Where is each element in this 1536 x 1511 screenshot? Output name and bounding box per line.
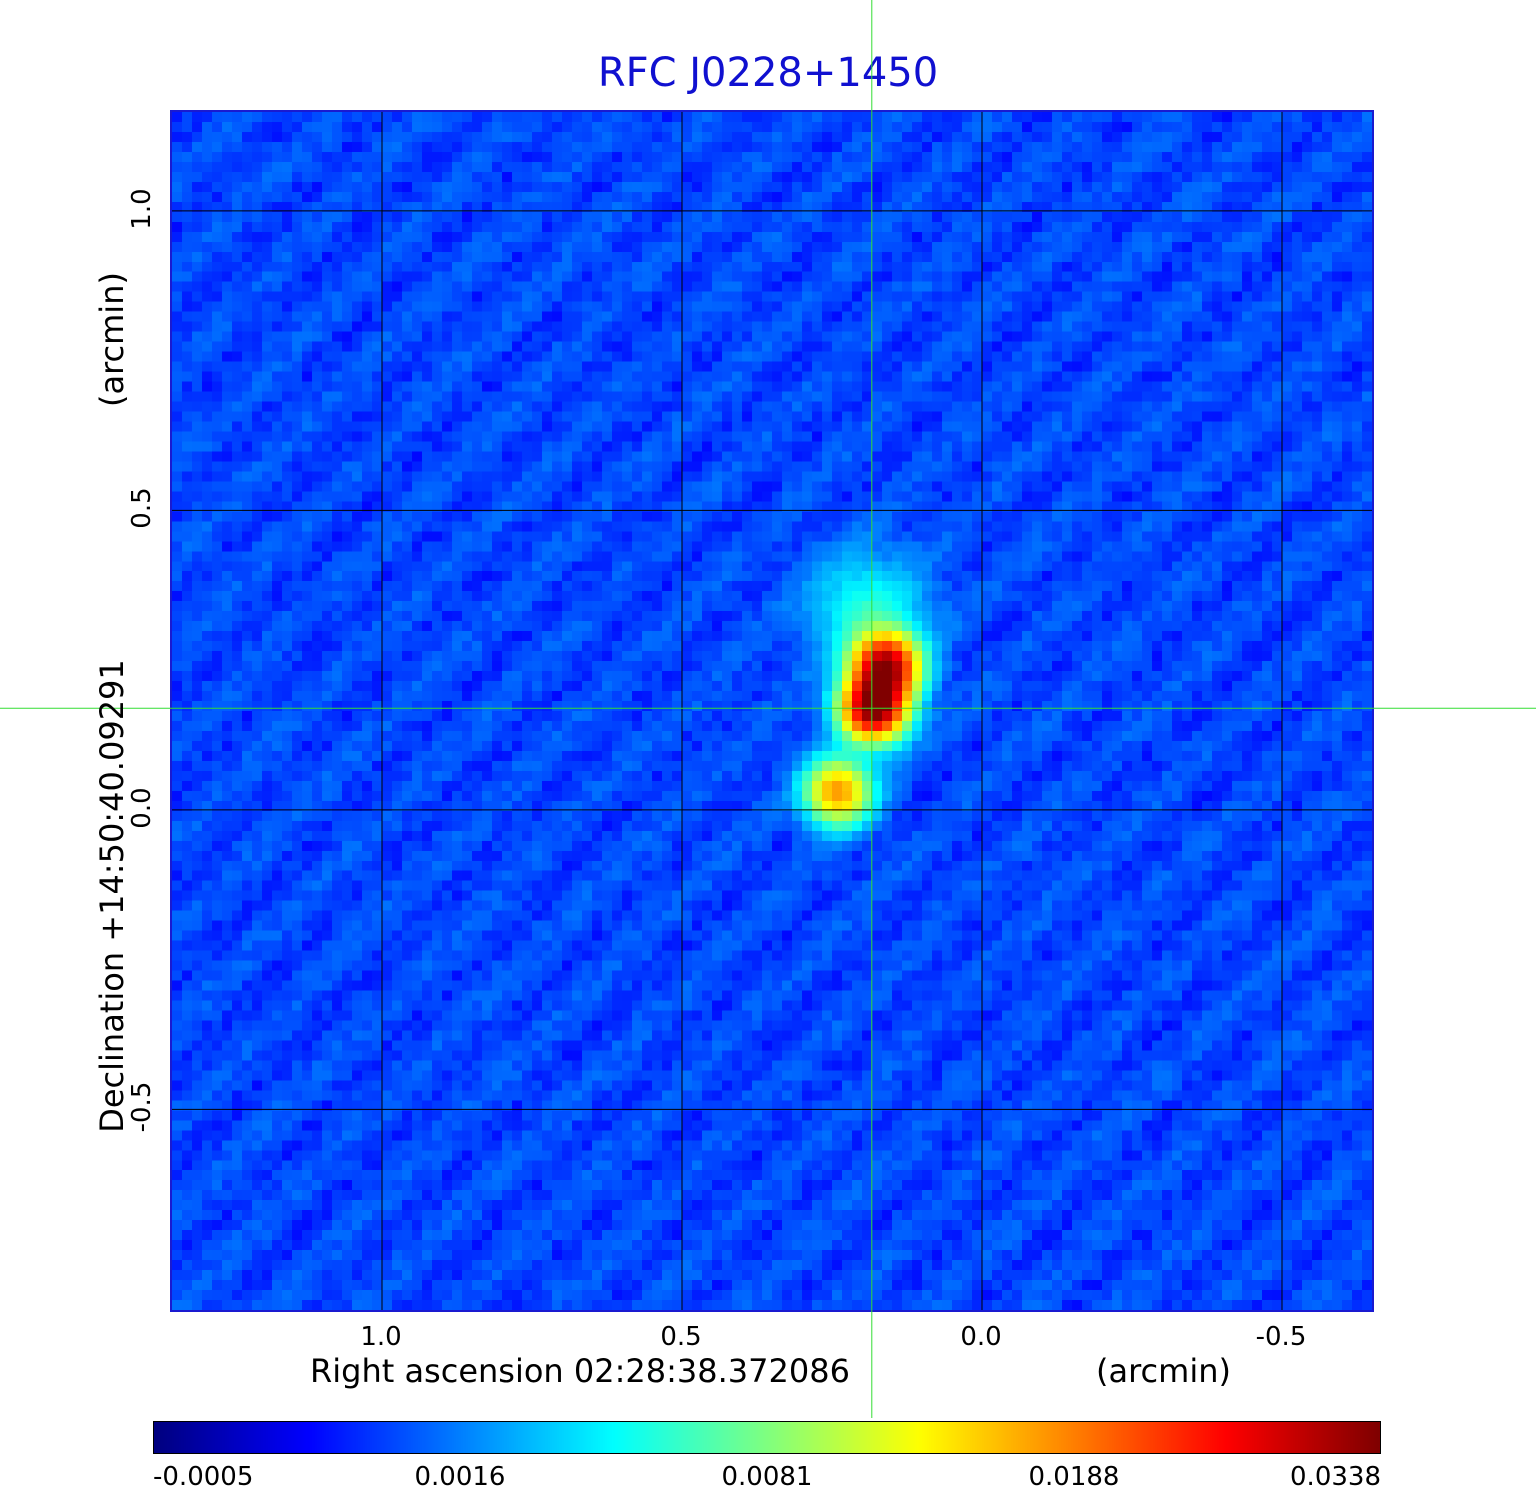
x-tick-label: 0.5 [660,1322,702,1352]
chart-title: RFC J0228+1450 [597,50,939,96]
colorbar-tick-label: 0.0188 [1028,1462,1120,1492]
y-tick-label: 0.5 [127,487,157,530]
intensity-map [172,112,1372,1310]
colorbar [153,1421,1381,1454]
x-axis-label: Right ascension 02:28:38.372086 [310,1352,850,1390]
x-axis-unit: (arcmin) [1096,1352,1231,1390]
y-axis-unit: (arcmin) [93,272,131,407]
y-tick-label: 0.0 [127,787,157,829]
colorbar-tick-label: -0.0005 [153,1462,254,1492]
plot-area [170,110,1374,1312]
grid-overlay [172,112,1372,1310]
colorbar-tick-label: 0.0338 [1290,1462,1381,1492]
y-tick-label: -0.5 [127,1081,157,1133]
colorbar-tick-label: 0.0016 [414,1462,506,1492]
x-tick-label: 1.0 [360,1322,402,1352]
y-tick-label: 1.0 [127,188,157,230]
x-tick-label: 0.0 [960,1322,1002,1352]
y-axis-label: Declination +14:50:40.09291 [93,659,131,1133]
colorbar-tick-label: 0.0081 [721,1462,813,1492]
x-tick-label: -0.5 [1255,1322,1307,1352]
